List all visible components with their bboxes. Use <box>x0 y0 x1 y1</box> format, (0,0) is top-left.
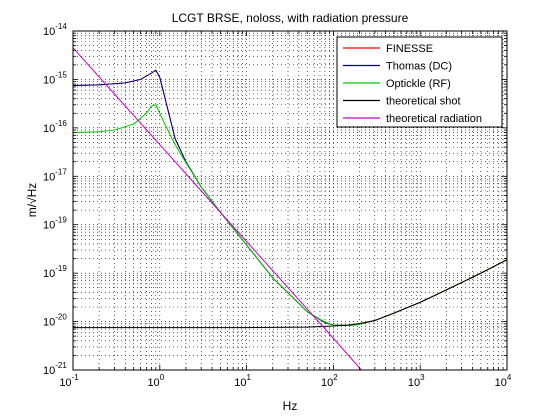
axis-ticks <box>73 31 507 370</box>
y-tick-label: 10-14 <box>43 22 67 38</box>
legend-label: Thomas (DC) <box>386 61 452 73</box>
y-tick-labels: 10-14 10-15 10-16 10-17 10-19 10-19 10-20 10-21 <box>43 22 67 377</box>
y-tick-label: 10-21 <box>43 361 67 377</box>
x-tick-label: 104 <box>495 373 512 389</box>
y-tick-label: 10-19 <box>43 216 67 232</box>
series-line-4 <box>73 259 507 329</box>
legend-label: Optickle (RF) <box>386 78 451 90</box>
x-tick-label: 101 <box>234 373 251 389</box>
x-tick-label: 10-1 <box>59 373 79 389</box>
legend-label: theoretical shot <box>386 96 461 108</box>
y-axis-label: m/√Hz <box>25 183 39 218</box>
legend-label: FINESSE <box>386 43 433 55</box>
series-lines <box>73 47 507 370</box>
x-tick-label: 102 <box>321 373 338 389</box>
y-tick-label: 10-16 <box>43 119 67 135</box>
x-tick-label: 103 <box>408 373 425 389</box>
x-axis-label: Hz <box>283 399 298 413</box>
y-tick-label: 10-19 <box>43 264 67 280</box>
x-tick-label: 100 <box>147 373 164 389</box>
y-tick-label: 10-15 <box>43 70 67 86</box>
legend-box <box>336 36 503 128</box>
legend-label: theoretical radiation <box>386 113 482 125</box>
series-line-5 <box>73 47 362 370</box>
legend: FINESSE Thomas (DC) Optickle (RF) theoretic… <box>336 36 503 128</box>
plot-area-frame <box>72 30 508 371</box>
y-tick-label: 10-17 <box>43 167 67 183</box>
x-tick-labels: 10-1 100 101 102 103 104 <box>59 373 512 389</box>
y-tick-label: 10-20 <box>43 313 67 329</box>
chart-title: LCGT BRSE, noloss, with radiation pressu… <box>172 11 409 25</box>
